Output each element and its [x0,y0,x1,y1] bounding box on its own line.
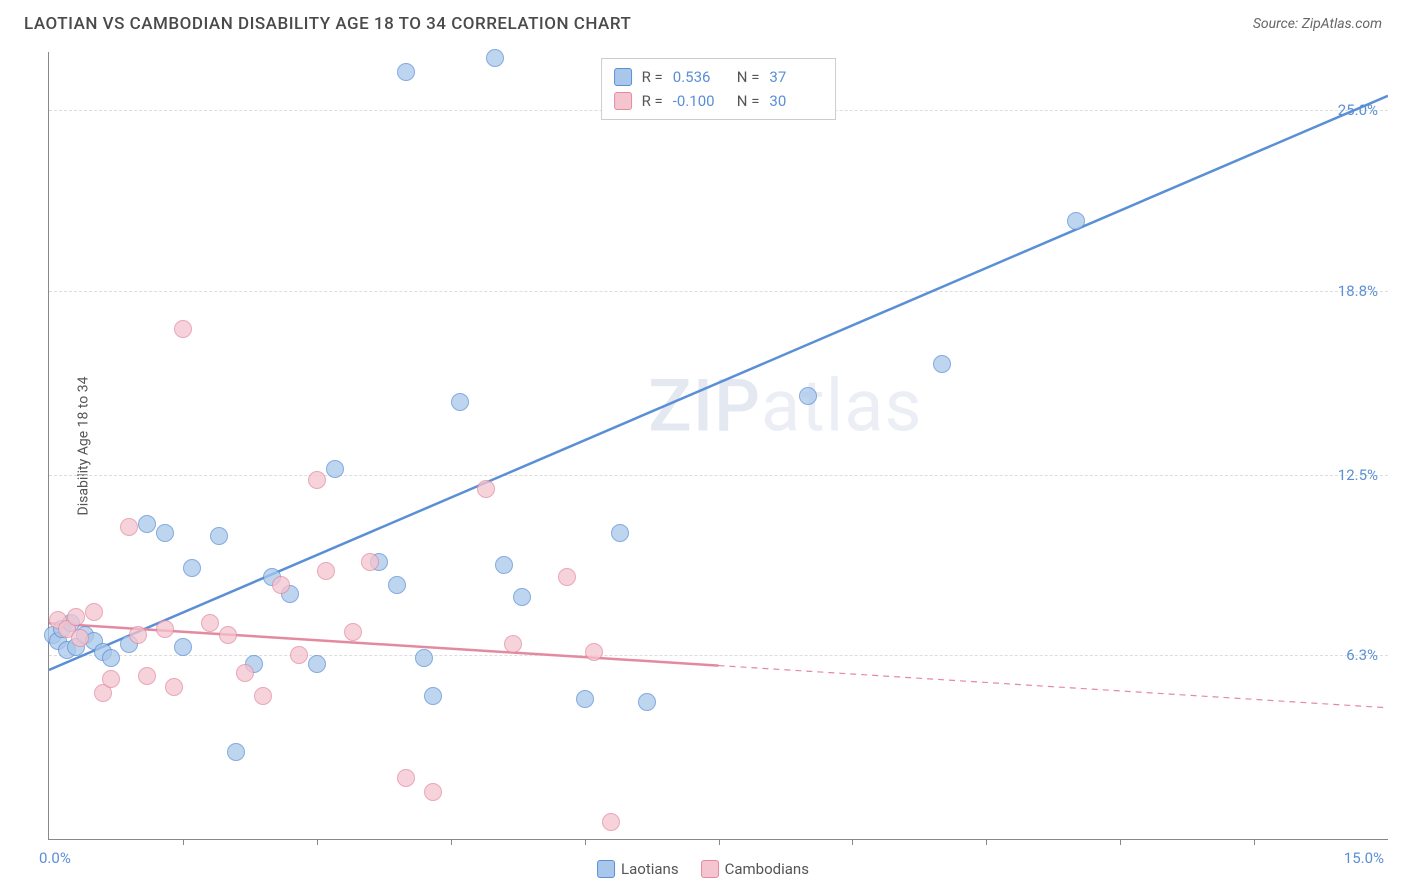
data-point [227,743,245,761]
legend-stats-row: R = 0.536 N = 37 [614,65,824,89]
legend-swatch [614,92,632,110]
x-end-label: 15.0% [1344,849,1384,867]
data-point [388,576,406,594]
data-point [138,515,156,533]
legend-item: Laotians [597,860,679,878]
data-point [1067,212,1085,230]
x-tick [719,839,720,845]
data-point [576,690,594,708]
data-point [504,635,522,653]
data-point [156,524,174,542]
data-point [174,638,192,656]
legend-bottom: Laotians Cambodians [597,860,809,878]
data-point [138,667,156,685]
data-point [85,603,103,621]
legend-stats-row: R = -0.100 N = 30 [614,89,824,113]
legend-label: Cambodians [725,860,809,878]
data-point [486,49,504,67]
watermark: ZIPatlas [648,364,922,449]
data-point [102,649,120,667]
y-tick-label: 18.8% [1338,282,1378,300]
y-tick-label: 12.5% [1338,466,1378,484]
x-tick [585,839,586,845]
gridline [49,291,1388,292]
data-point [799,387,817,405]
n-label: N = [737,65,760,89]
data-point [638,693,656,711]
x-tick [317,839,318,845]
x-tick [986,839,987,845]
legend-swatch [701,860,719,878]
r-value: 0.536 [673,65,727,89]
data-point [174,320,192,338]
data-point [415,649,433,667]
data-point [210,527,228,545]
data-point [290,646,308,664]
chart-title: LAOTIAN VS CAMBODIAN DISABILITY AGE 18 T… [24,14,631,34]
legend-swatch [597,860,615,878]
legend-label: Laotians [621,860,679,878]
x-origin-label: 0.0% [39,849,71,867]
data-point [344,623,362,641]
y-tick-label: 25.0% [1338,101,1378,119]
data-point [495,556,513,574]
x-tick [852,839,853,845]
data-point [933,355,951,373]
data-point [272,576,290,594]
data-point [513,588,531,606]
data-point [317,562,335,580]
data-point [183,559,201,577]
data-point [120,518,138,536]
data-point [558,568,576,586]
data-point [451,393,469,411]
r-label: R = [642,65,663,89]
n-value: 30 [769,89,823,113]
data-point [308,471,326,489]
data-point [585,643,603,661]
n-value: 37 [769,65,823,89]
data-point [602,813,620,831]
data-point [236,664,254,682]
data-point [156,620,174,638]
gridline [49,475,1388,476]
legend-item: Cambodians [701,860,809,878]
r-label: R = [642,89,663,113]
trendlines [49,52,1388,839]
data-point [326,460,344,478]
x-tick [451,839,452,845]
data-point [102,670,120,688]
data-point [611,524,629,542]
data-point [201,614,219,632]
data-point [361,553,379,571]
legend-stats: R = 0.536 N = 37 R = -0.100 N = 30 [601,58,837,120]
x-tick [183,839,184,845]
data-point [477,480,495,498]
data-point [129,626,147,644]
x-tick [1120,839,1121,845]
data-point [397,63,415,81]
y-tick-label: 6.3% [1346,646,1378,664]
data-point [424,687,442,705]
r-value: -0.100 [673,89,727,113]
data-point [424,783,442,801]
n-label: N = [737,89,760,113]
header: LAOTIAN VS CAMBODIAN DISABILITY AGE 18 T… [0,0,1406,44]
x-tick [1254,839,1255,845]
data-point [67,608,85,626]
data-point [71,629,89,647]
source-label: Source: ZipAtlas.com [1253,16,1382,32]
data-point [397,769,415,787]
data-point [165,678,183,696]
data-point [308,655,326,673]
data-point [254,687,272,705]
legend-swatch [614,68,632,86]
chart-plot-area: ZIPatlas 6.3%12.5%18.8%25.0%0.0%15.0%R =… [48,52,1388,840]
data-point [219,626,237,644]
